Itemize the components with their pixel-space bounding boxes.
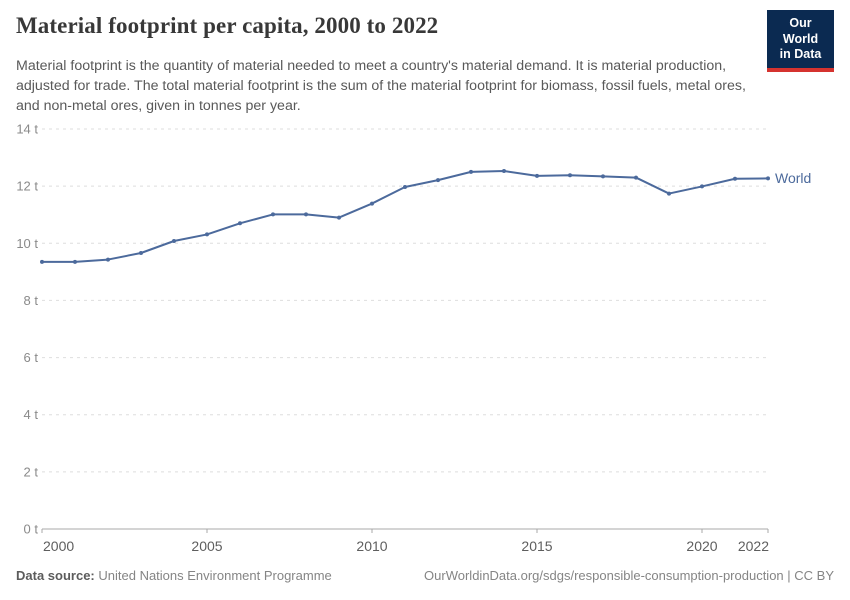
data-point-marker bbox=[40, 259, 44, 264]
figure-footer: Data source: United Nations Environment … bbox=[16, 568, 834, 583]
owid-logo-line1: Our World bbox=[782, 16, 819, 46]
y-axis-tick-label: 10 t bbox=[16, 236, 38, 251]
data-point-marker bbox=[766, 176, 770, 181]
line-chart: 0 t 2 t 4 t 6 t 8 t 10 t 12 t 14 t 2000 2005 2010 2… bbox=[16, 122, 811, 555]
y-axis-tick-label: 8 t bbox=[24, 293, 39, 308]
data-point-marker bbox=[403, 185, 407, 189]
owid-logo: Our World in Data bbox=[767, 10, 834, 72]
y-axis-tick-label: 2 t bbox=[24, 464, 39, 479]
data-point-marker bbox=[733, 176, 737, 181]
data-point-marker bbox=[502, 169, 506, 173]
y-axis-tick-label: 4 t bbox=[24, 407, 39, 422]
data-source-label: Data source: bbox=[16, 568, 95, 583]
x-axis-tick-label: 2010 bbox=[356, 538, 387, 554]
y-axis-tick-label: 6 t bbox=[24, 350, 39, 365]
data-point-marker bbox=[700, 184, 704, 189]
x-axis-tick-label: 2022 bbox=[738, 538, 769, 554]
data-point-marker bbox=[568, 173, 572, 178]
data-point-marker bbox=[370, 201, 374, 206]
data-point-marker bbox=[337, 215, 341, 220]
x-axis-tick-label: 2000 bbox=[43, 538, 74, 554]
series-label-world[interactable]: World bbox=[775, 170, 811, 186]
data-point-marker bbox=[601, 174, 605, 179]
data-point-marker bbox=[106, 257, 110, 262]
data-point-marker bbox=[205, 232, 209, 237]
owid-logo-line2: in Data bbox=[779, 47, 822, 62]
data-source-value: United Nations Environment Programme bbox=[98, 568, 332, 583]
data-point-marker bbox=[172, 239, 176, 243]
y-axis-tick-label: 0 t bbox=[24, 522, 39, 537]
y-axis-tick-label: 12 t bbox=[16, 179, 38, 194]
data-point-marker bbox=[634, 175, 638, 180]
y-axis-tick-label: 14 t bbox=[16, 122, 38, 137]
chart-subtitle: Material footprint is the quantity of ma… bbox=[16, 58, 746, 115]
data-point-marker bbox=[139, 251, 143, 255]
page-title: Material footprint per capita, 2000 to 2… bbox=[16, 13, 439, 38]
x-axis-tick-label: 2020 bbox=[686, 538, 717, 554]
x-axis-tick-label: 2005 bbox=[191, 538, 222, 554]
data-point-marker bbox=[304, 212, 308, 217]
data-point-marker bbox=[436, 178, 440, 183]
data-point-marker bbox=[535, 173, 539, 178]
data-point-marker bbox=[73, 259, 77, 264]
x-axis-tick-label: 2015 bbox=[521, 538, 552, 554]
world-series-line bbox=[41, 170, 769, 263]
data-point-marker bbox=[469, 169, 473, 174]
credit-line[interactable]: OurWorldinData.org/sdgs/responsible-cons… bbox=[424, 568, 834, 583]
data-source: Data source: United Nations Environment … bbox=[16, 568, 332, 583]
data-point-marker bbox=[238, 221, 242, 226]
data-point-marker bbox=[667, 191, 671, 196]
data-point-marker bbox=[271, 212, 275, 217]
